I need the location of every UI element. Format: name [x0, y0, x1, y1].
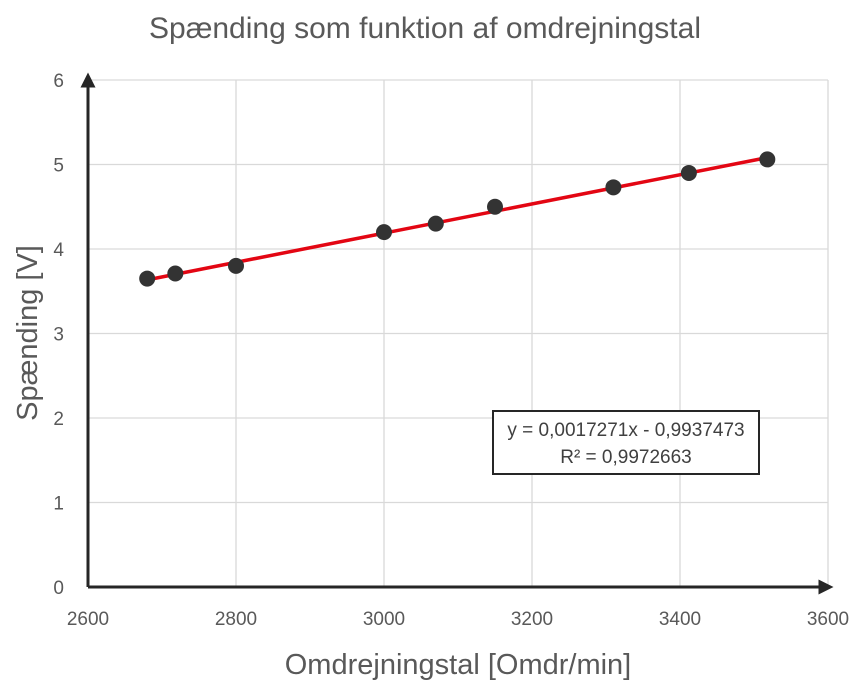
data-point [605, 179, 622, 196]
grid [88, 79, 829, 587]
data-point [759, 151, 776, 168]
x-tick-label: 3400 [659, 609, 701, 630]
data-point [228, 257, 244, 274]
x-tick-label: 3200 [511, 609, 553, 630]
x-axis-label: Omdrejningstal [Omdr/min] [285, 649, 632, 681]
data-point [427, 215, 444, 232]
y-tick-label: 3 [53, 325, 64, 346]
data-point [376, 224, 392, 241]
y-axis-ticks: 0 1 2 3 4 5 6 [53, 71, 64, 599]
data-point [167, 265, 184, 282]
y-tick-label: 2 [53, 409, 64, 430]
x-axis-ticks: 2600 2800 3000 3200 3400 3600 [67, 609, 849, 630]
data-point [139, 270, 156, 287]
x-tick-label: 3000 [363, 609, 405, 630]
equation-box: y = 0,0017271x - 0,9937473 R² = 0,997266… [492, 410, 760, 475]
x-tick-label: 2800 [215, 609, 257, 630]
r-squared: R² = 0,9972663 [560, 447, 692, 468]
y-tick-label: 6 [53, 71, 64, 92]
y-axis-label: Spænding [V] [12, 245, 44, 421]
y-tick-label: 4 [53, 240, 64, 261]
y-tick-label: 5 [53, 156, 64, 177]
chart-title: Spænding som funktion af omdrejningstal [149, 12, 701, 45]
y-tick-label: 1 [53, 494, 64, 515]
trendline-equation: y = 0,0017271x - 0,9937473 [507, 420, 744, 441]
data-points [139, 151, 776, 287]
data-point [680, 164, 697, 181]
trendline [146, 155, 768, 282]
y-tick-label: 0 [53, 578, 64, 599]
x-tick-label: 3600 [807, 609, 849, 630]
x-tick-label: 2600 [67, 609, 109, 630]
data-point [487, 198, 503, 215]
